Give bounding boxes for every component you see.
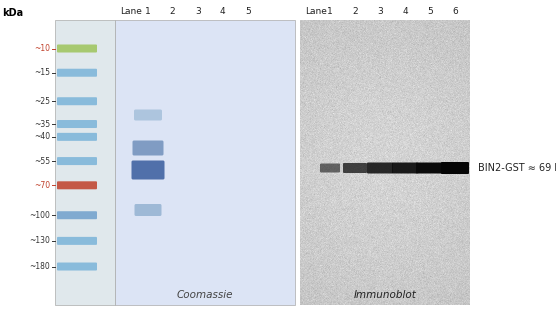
FancyBboxPatch shape [320, 163, 340, 173]
FancyBboxPatch shape [135, 204, 161, 216]
Text: 5: 5 [427, 8, 433, 16]
Text: Lane: Lane [120, 8, 142, 16]
FancyBboxPatch shape [57, 133, 97, 141]
Text: 2: 2 [352, 8, 358, 16]
Text: ~35: ~35 [34, 119, 50, 129]
Text: ~15: ~15 [34, 68, 50, 77]
Bar [55, 20, 115, 305]
Text: ~10: ~10 [34, 44, 50, 53]
Text: 4: 4 [219, 8, 225, 16]
FancyBboxPatch shape [132, 140, 163, 155]
FancyBboxPatch shape [57, 157, 97, 165]
Text: ~40: ~40 [34, 133, 50, 141]
FancyBboxPatch shape [57, 69, 97, 77]
FancyBboxPatch shape [134, 110, 162, 120]
FancyBboxPatch shape [441, 162, 469, 174]
FancyBboxPatch shape [57, 45, 97, 52]
Text: kDa: kDa [2, 8, 23, 18]
Text: ~180: ~180 [29, 262, 50, 271]
Text: Immunoblot: Immunoblot [354, 290, 416, 300]
FancyBboxPatch shape [57, 181, 97, 189]
FancyBboxPatch shape [392, 162, 418, 174]
Text: Coomassie: Coomassie [177, 290, 234, 300]
FancyBboxPatch shape [57, 120, 97, 128]
FancyBboxPatch shape [57, 211, 97, 219]
FancyBboxPatch shape [367, 162, 393, 174]
Text: Lane: Lane [305, 8, 327, 16]
Bar [115, 20, 295, 305]
FancyBboxPatch shape [132, 160, 165, 179]
Text: 3: 3 [377, 8, 383, 16]
Text: ~55: ~55 [34, 156, 50, 166]
Text: ~25: ~25 [34, 97, 50, 106]
Text: 4: 4 [402, 8, 408, 16]
Text: 6: 6 [452, 8, 458, 16]
Text: 1: 1 [145, 8, 151, 16]
FancyBboxPatch shape [57, 262, 97, 271]
Text: ~70: ~70 [34, 181, 50, 190]
Text: BIN2-GST ≈ 69 kDa: BIN2-GST ≈ 69 kDa [478, 163, 556, 173]
FancyBboxPatch shape [57, 237, 97, 245]
Text: 3: 3 [195, 8, 201, 16]
Text: ~100: ~100 [29, 211, 50, 220]
FancyBboxPatch shape [416, 162, 444, 174]
Text: 5: 5 [245, 8, 251, 16]
FancyBboxPatch shape [343, 163, 367, 173]
FancyBboxPatch shape [57, 97, 97, 105]
Text: 1: 1 [327, 8, 333, 16]
Text: ~130: ~130 [29, 236, 50, 245]
Text: 2: 2 [169, 8, 175, 16]
